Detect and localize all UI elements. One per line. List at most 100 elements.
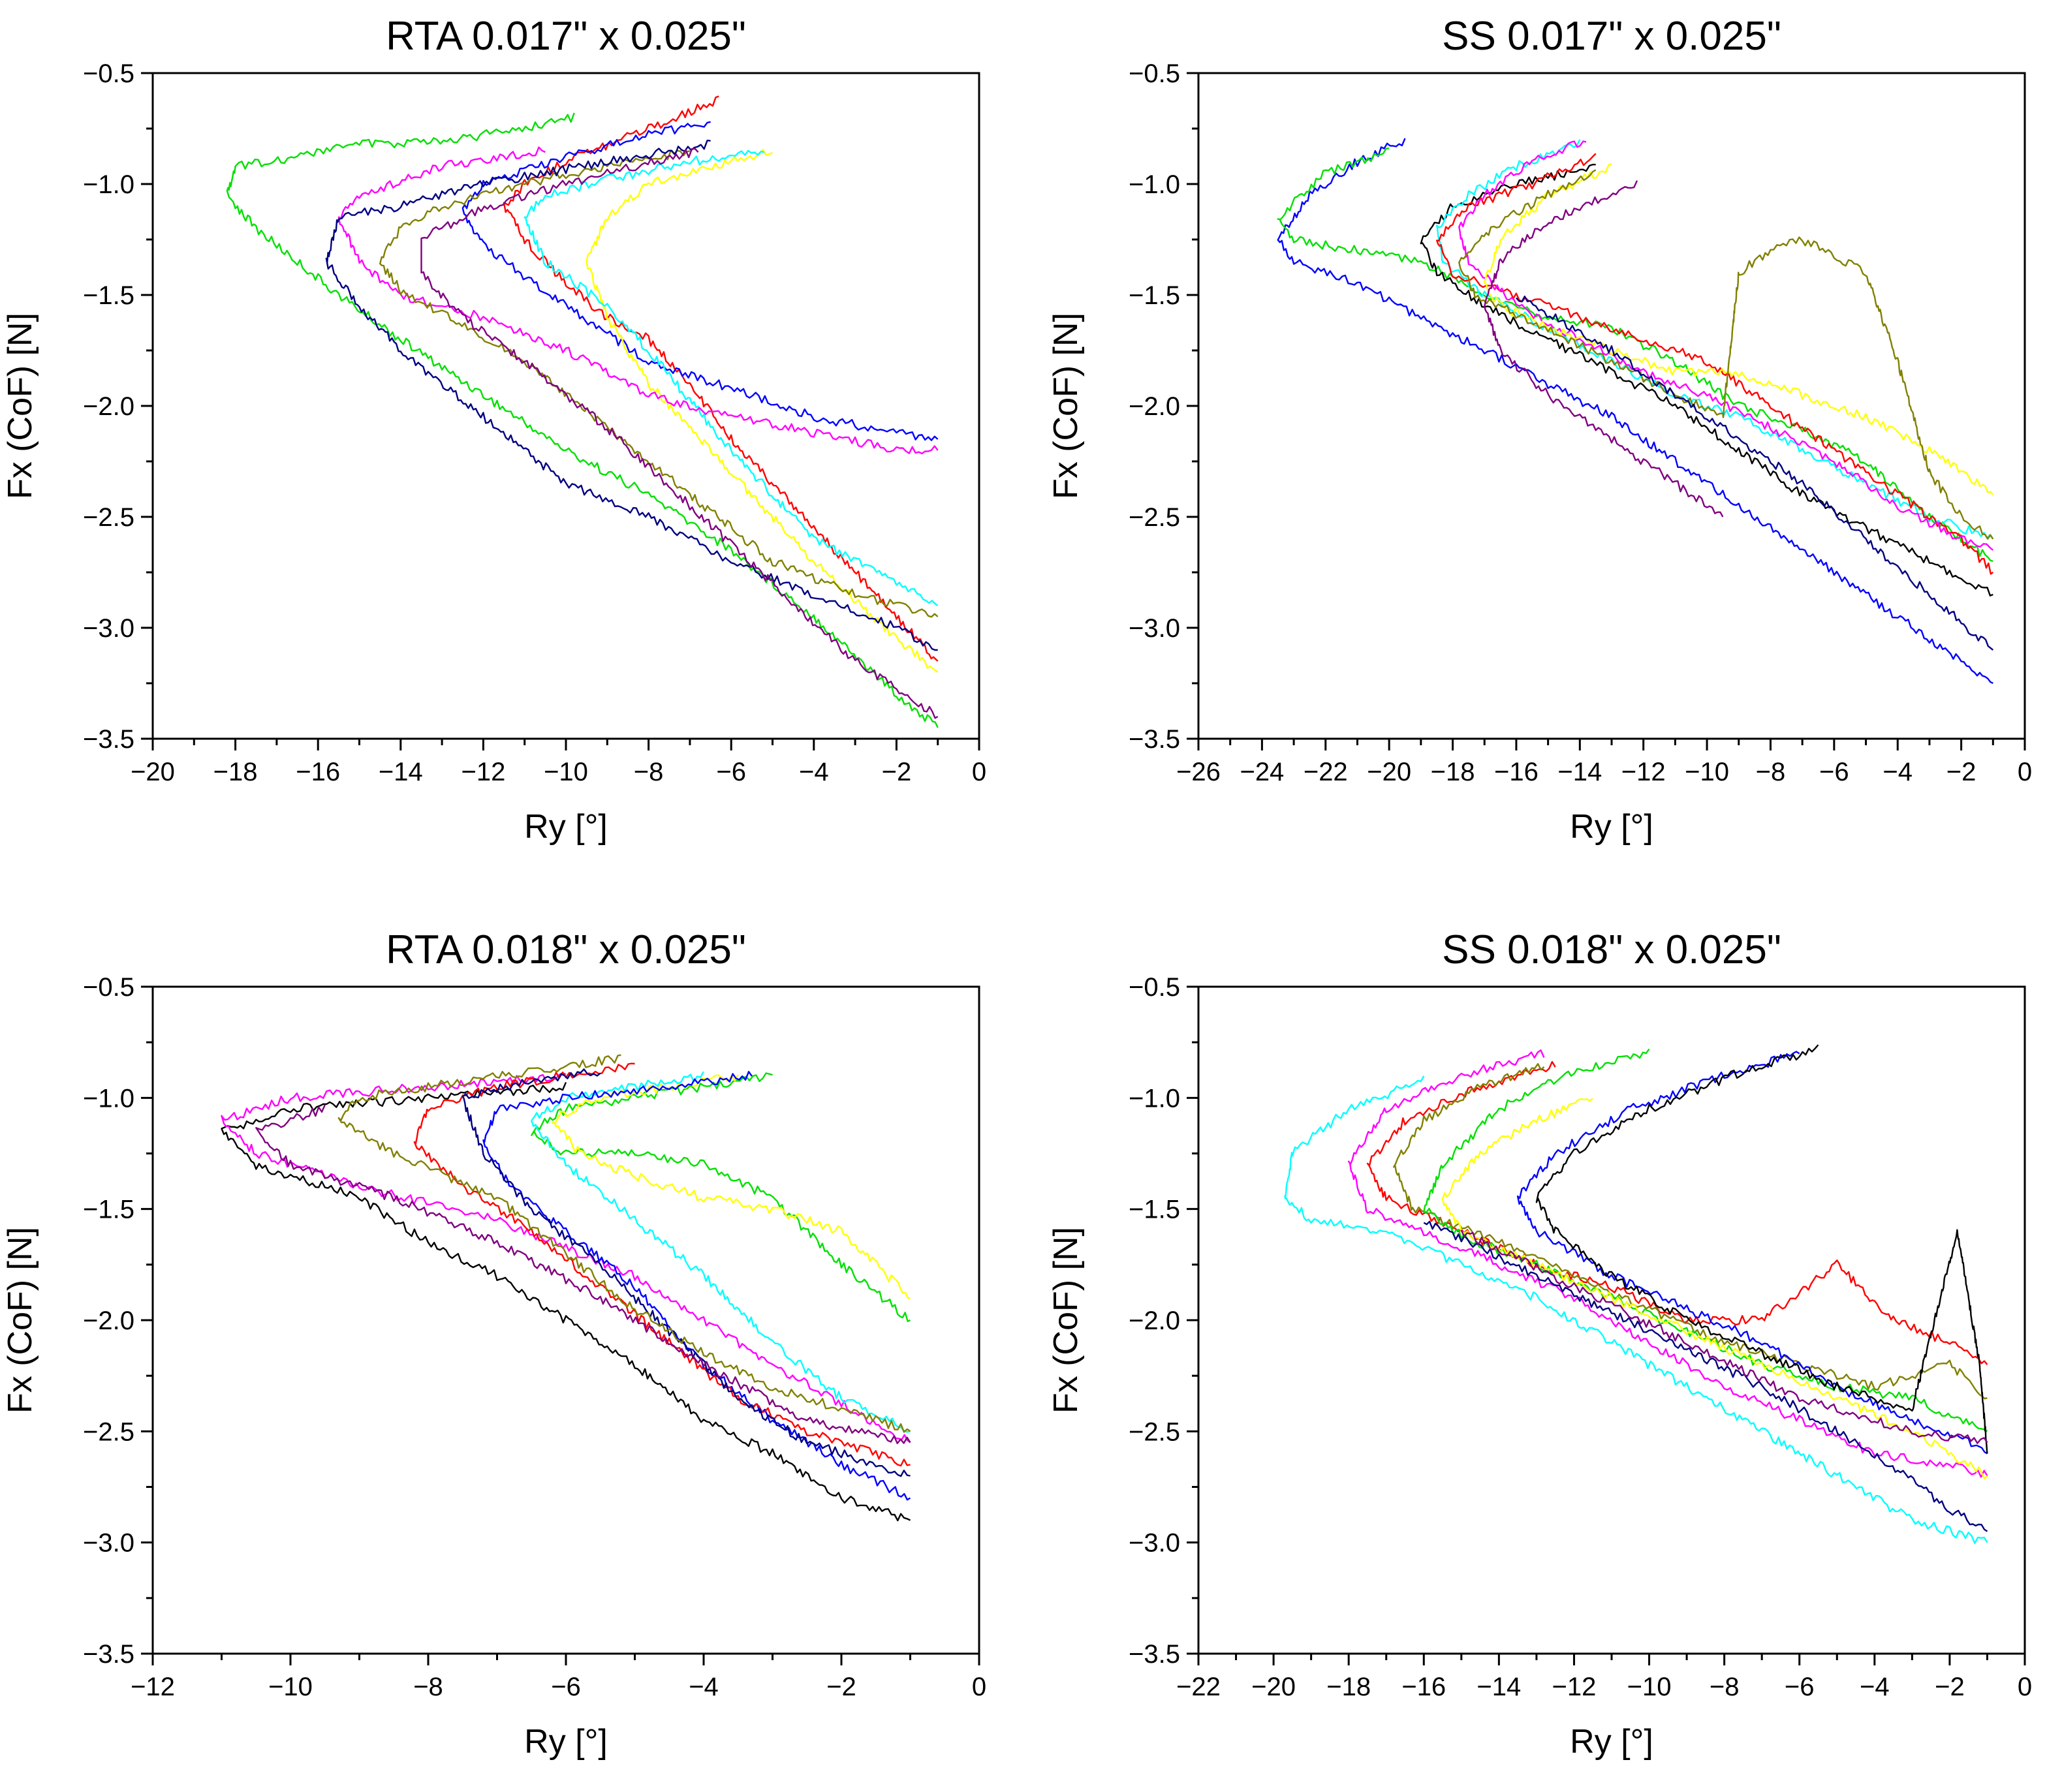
x-tick-label: 0 [2018,758,2032,786]
x-tick-label: −10 [1685,758,1729,786]
chart-panel-1: RTA 0.017" x 0.025"−20 −18 −16 −14 −12 −10 −8−… [1,14,986,846]
x-tick-label: −12 [1552,1673,1597,1701]
x-tick-label: −4 [689,1673,719,1701]
y-axis-label: Fx (CoF) [N] [1,313,39,499]
y-tick-label: −2.0 [83,1306,134,1335]
series-line-black [221,1082,911,1522]
x-tick-label: −26 [1176,758,1221,786]
x-tick-label: −18 [1326,1673,1371,1701]
x-tick-label: −10 [268,1673,313,1701]
x-tick-label: −2 [882,758,912,786]
series-line-red [1366,1060,1988,1365]
series-line-green [1423,1048,1988,1432]
y-tick-label: −2.5 [1129,503,1180,532]
series-line-yellow [586,149,939,673]
x-tick-label: −18 [213,758,258,786]
y-axis-label: Fx (CoF) [N] [1047,1227,1085,1414]
x-tick-label: 0 [2018,1673,2032,1701]
x-tick-label: −20 [1251,1673,1296,1701]
series-line-yellow [1441,1098,1988,1479]
series-line-purple [1460,1229,1988,1444]
y-tick-label: −0.5 [83,973,134,1002]
series-line-magenta [337,146,939,455]
chart-panel-2: SS 0.017" x 0.025"−26 −24 −22 −20 −18 −16 −14−… [1047,14,2032,846]
x-tick-label: −8 [1756,758,1786,786]
series-line-olive [337,1054,911,1433]
series-line-green [1277,147,1993,563]
x-tick-label: −6 [1785,1673,1815,1701]
series-line-navy [1515,296,1994,651]
chart-title: RTA 0.018" x 0.025" [386,927,746,972]
x-tick-label: −22 [1176,1673,1221,1701]
x-axis-label: Ry [°] [524,808,608,846]
y-axis-label: Fx (CoF) [N] [1047,313,1085,499]
x-tick-label: −18 [1431,758,1475,786]
x-tick-label: −2 [826,1673,856,1701]
series-line-blue [482,1071,911,1501]
series-line-magenta [1348,1049,1988,1478]
x-tick-label: −4 [1883,758,1913,786]
y-tick-label: −3.5 [1129,1640,1180,1669]
series-line-red [503,95,939,662]
chart-title: SS 0.018" x 0.025" [1442,927,1781,972]
series-line-green [226,112,939,728]
series-line-magenta [221,1072,911,1444]
y-tick-label: −1.5 [1129,281,1180,310]
y-tick-label: −0.5 [1129,973,1180,1002]
series-line-cyan [1436,139,1994,540]
series-group [1284,1044,1988,1544]
x-tick-label: −12 [131,1673,175,1701]
series-line-purple [420,147,939,719]
series-line-yellow [551,1074,911,1299]
chart-panel-3: RTA 0.018" x 0.025" −12 −10 −8 −6 −4 −2 0 −0.5 −1… [1,927,986,1761]
x-axis-label: Ry [°] [1570,1723,1653,1761]
series-line-blue [1516,1051,1988,1455]
x-tick-label: −6 [1819,758,1849,786]
series-line-cyan [1284,1075,1988,1544]
series-line-magenta [1458,140,1994,551]
x-tick-label: −22 [1304,758,1348,786]
y-tick-label: −3.5 [83,725,134,754]
series-line-black [1535,1044,1988,1454]
y-tick-label: −3.0 [1129,614,1180,643]
x-tick-label: −14 [379,758,423,786]
series-line-cyan [523,149,939,606]
x-tick-label: 0 [972,758,986,786]
series-line-red [1436,153,1993,575]
y-tick-label: −1.0 [1129,170,1180,199]
y-tick-label: −2.5 [83,1417,134,1446]
series-line-olive [1393,1063,1988,1400]
x-tick-label: −10 [544,758,588,786]
x-tick-label: −24 [1240,758,1284,786]
series-line-blue [1277,138,1993,685]
x-tick-label: −2 [1935,1673,1965,1701]
x-tick-label: −6 [716,758,746,786]
y-tick-label: −2.5 [83,503,134,532]
x-tick-label: −2 [1946,758,1977,786]
series-line-red [413,1062,911,1467]
chart-panel-4: SS 0.018" x 0.025"−22 −20 −18 −16 −14 −12 −10−… [1047,927,2032,1761]
y-tick-label: −0.5 [1129,59,1180,88]
x-tick-label: 0 [972,1673,986,1701]
y-tick-label: −2.0 [1129,392,1180,421]
y-tick-label: −1.0 [83,170,134,199]
x-tick-label: −4 [1860,1673,1890,1701]
y-tick-label: −1.5 [83,281,134,310]
x-tick-label: −16 [1401,1673,1446,1701]
y-tick-label: −1.5 [1129,1196,1180,1224]
x-tick-label: −14 [1557,758,1602,786]
x-tick-label: −20 [1367,758,1411,786]
x-tick-label: −16 [1494,758,1539,786]
y-tick-label: −1.0 [83,1084,134,1113]
series-line-olive [1458,169,1994,540]
x-tick-label: −8 [413,1673,443,1701]
y-tick-label: −3.0 [83,614,134,643]
series-group [226,95,939,728]
y-tick-label: −3.5 [83,1640,134,1669]
series-line-navy [461,1068,911,1477]
x-axis-label: Ry [°] [1570,808,1653,846]
plot-frame [151,985,980,1655]
series-line-navy [1423,1220,1988,1532]
x-tick-label: −14 [1477,1673,1521,1701]
